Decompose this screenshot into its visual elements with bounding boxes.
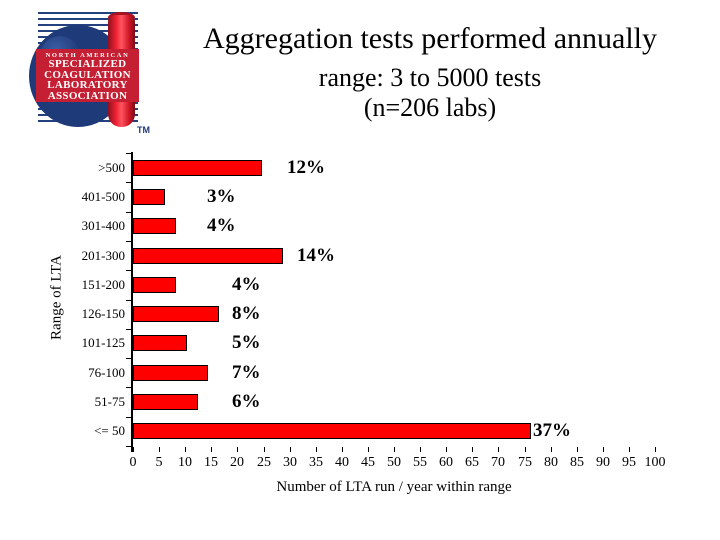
- logo-line-association: ASSOCIATION: [47, 89, 128, 102]
- y-axis-tick: [126, 358, 131, 359]
- x-axis-tick-label: 80: [544, 455, 558, 470]
- slide-subtitle-range: range: 3 to 5000 tests: [318, 63, 542, 92]
- bar-value-label: 14%: [297, 244, 335, 266]
- bar: [133, 394, 198, 411]
- x-axis-tick-label: 85: [570, 455, 584, 470]
- trademark-symbol: TM: [137, 125, 150, 135]
- logo-line-laboratory: LABORATORY: [47, 79, 128, 91]
- x-axis-tick: [133, 447, 134, 452]
- y-axis-category-label: 126-150: [81, 306, 125, 322]
- x-axis-tick-label: 5: [155, 455, 163, 470]
- bar: [133, 188, 165, 205]
- logo-line-specialized: SPECIALIZED: [48, 58, 127, 70]
- bar: [133, 423, 531, 440]
- y-axis-tick: [126, 417, 131, 418]
- x-axis-tick-label: 55: [413, 455, 427, 470]
- bar-value-label: 6%: [232, 391, 261, 413]
- x-axis-tick-label: 75: [518, 455, 532, 470]
- x-axis-title: Number of LTA run / year within range: [276, 479, 512, 495]
- bar: [133, 159, 262, 176]
- y-axis-tick: [126, 329, 131, 330]
- bar: [133, 364, 208, 381]
- x-axis-tick: [603, 447, 604, 452]
- x-axis-tick: [472, 447, 473, 452]
- logo-text-box: NORTH AMERICAN SPECIALIZED COAGULATION L…: [36, 49, 139, 102]
- y-axis-tick: [126, 300, 131, 301]
- x-axis-tick-label: 10: [178, 455, 192, 470]
- x-axis-tick-label: 100: [644, 455, 666, 470]
- x-axis-tick-label: 35: [309, 455, 323, 470]
- x-axis-tick-label: 50: [387, 455, 401, 470]
- slide-title: Aggregation tests performed annually: [202, 22, 658, 55]
- x-axis-tick: [185, 447, 186, 452]
- y-axis-line: [131, 152, 133, 452]
- y-axis-category-label: <= 50: [94, 423, 125, 439]
- bar: [133, 276, 176, 293]
- y-axis-tick: [126, 182, 131, 183]
- logo-line-north-american: NORTH AMERICAN: [45, 52, 130, 59]
- x-axis-tick: [629, 447, 630, 452]
- bar-value-label: 37%: [533, 420, 571, 442]
- x-axis-tick: [655, 447, 656, 452]
- x-axis-tick-label: 20: [230, 455, 244, 470]
- bar: [133, 218, 176, 235]
- x-axis-tick: [420, 447, 421, 452]
- x-axis-tick: [525, 447, 526, 452]
- y-axis-category-label: 301-400: [81, 218, 125, 234]
- y-axis-tick: [126, 241, 131, 242]
- y-axis-category-label: 101-125: [81, 335, 125, 351]
- x-axis-tick-label: 65: [465, 455, 479, 470]
- x-axis-tick: [551, 447, 552, 452]
- y-axis-category-label: 401-500: [81, 188, 125, 204]
- x-axis-tick: [211, 447, 212, 452]
- bar: [133, 247, 283, 264]
- x-axis-tick: [368, 447, 369, 452]
- x-axis-tick-label: 15: [204, 455, 218, 470]
- slide-subtitle-n: (n=206 labs): [363, 93, 497, 122]
- x-axis-tick: [342, 447, 343, 452]
- x-axis-tick-label: 30: [283, 455, 297, 470]
- x-axis-tick-label: 40: [335, 455, 349, 470]
- y-axis-tick: [126, 212, 131, 213]
- bar: [133, 335, 187, 352]
- x-axis-tick-label: 60: [439, 455, 453, 470]
- bar-value-label: 8%: [232, 303, 261, 325]
- bar-value-label: 4%: [207, 215, 236, 237]
- x-axis-tick-label: 0: [129, 455, 137, 470]
- x-axis-tick: [316, 447, 317, 452]
- x-axis-tick-label: 95: [622, 455, 636, 470]
- bar: [133, 306, 219, 323]
- y-axis-category-label: 76-100: [88, 364, 125, 380]
- y-axis-tick: [126, 153, 131, 154]
- bar-value-label: 4%: [232, 273, 261, 295]
- y-axis-category-label: >500: [98, 159, 125, 175]
- bar-value-label: 5%: [232, 332, 261, 354]
- x-axis-tick-label: 90: [596, 455, 610, 470]
- x-axis-tick: [446, 447, 447, 452]
- x-axis-tick: [290, 447, 291, 452]
- x-axis-tick: [264, 447, 265, 452]
- bar-value-label: 7%: [232, 361, 261, 383]
- x-axis-tick: [159, 447, 160, 452]
- y-axis-category-label: 151-200: [81, 276, 125, 292]
- x-axis-tick-label: 70: [491, 455, 505, 470]
- x-axis-tick: [237, 447, 238, 452]
- bar-value-label: 12%: [287, 156, 325, 178]
- x-axis-tick-label: 25: [257, 455, 271, 470]
- x-axis-tick: [498, 447, 499, 452]
- x-axis-tick: [577, 447, 578, 452]
- bar-value-label: 3%: [207, 185, 236, 207]
- y-axis-category-label: 201-300: [81, 247, 125, 263]
- y-axis-tick: [126, 270, 131, 271]
- y-axis-category-label: 51-75: [94, 394, 125, 410]
- logo-line-coagulation: COAGULATION: [44, 68, 131, 81]
- y-axis-tick: [126, 387, 131, 388]
- y-axis-tick: [126, 446, 131, 447]
- x-axis-tick-label: 45: [361, 455, 375, 470]
- nascola-logo: NORTH AMERICAN SPECIALIZED COAGULATION L…: [29, 12, 154, 138]
- x-axis-tick: [394, 447, 395, 452]
